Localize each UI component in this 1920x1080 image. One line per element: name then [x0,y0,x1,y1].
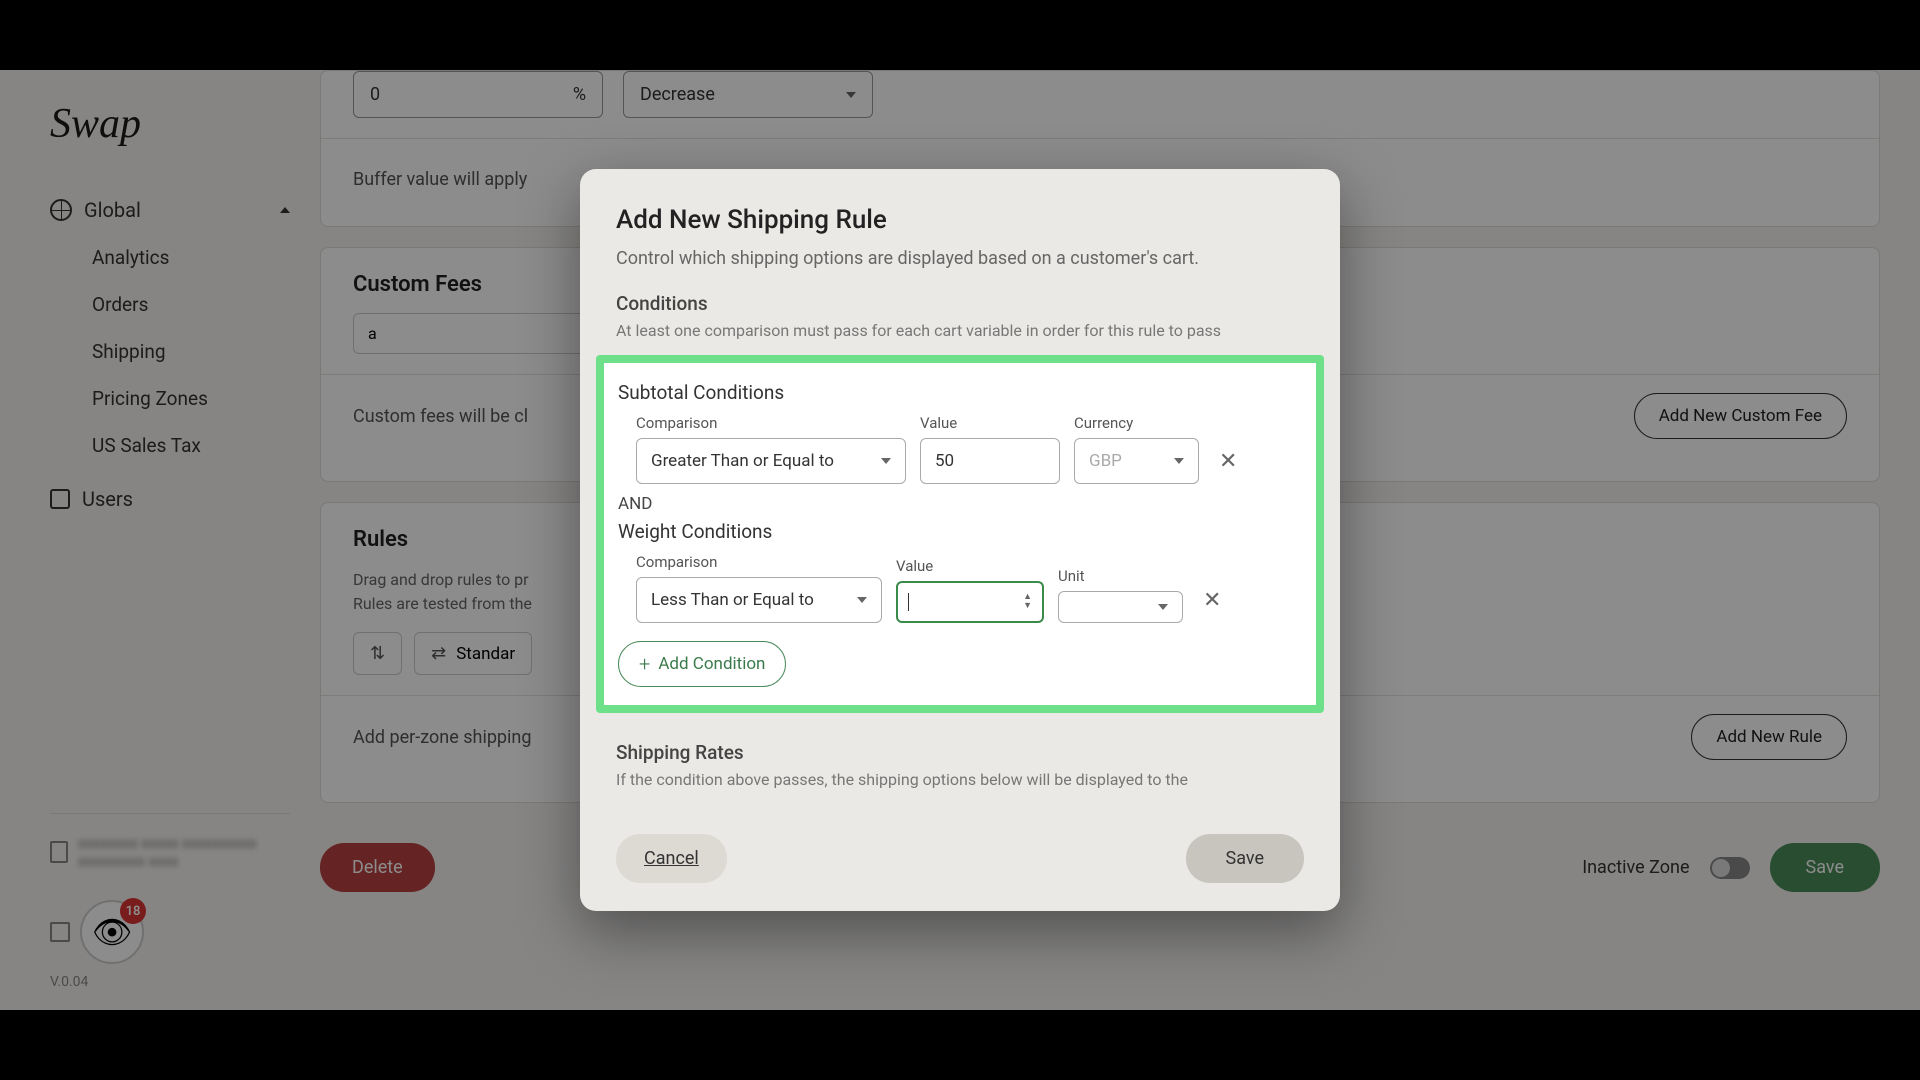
weight-unit-select[interactable] [1058,591,1183,623]
rates-title: Shipping Rates [616,741,1304,764]
unit-label: Unit [1058,567,1183,585]
chevron-down-icon [1158,604,1168,610]
subtotal-value-input[interactable] [920,438,1060,484]
comparison-label: Comparison [636,414,906,432]
value-label: Value [920,414,1060,432]
subtotal-title: Subtotal Conditions [618,381,1302,404]
remove-subtotal-condition[interactable]: ✕ [1213,449,1243,474]
subtotal-currency-value: GBP [1089,451,1122,471]
and-label: AND [618,494,1302,514]
subtotal-condition-row: Comparison Greater Than or Equal to Valu… [618,414,1302,484]
shipping-rule-modal: Add New Shipping Rule Control which ship… [580,169,1340,911]
weight-comparison-select[interactable]: Less Than or Equal to [636,577,882,623]
chevron-down-icon [881,458,891,464]
stepper-arrows[interactable]: ▲ ▼ [1023,593,1032,611]
currency-label: Currency [1074,414,1199,432]
weight-title: Weight Conditions [618,520,1302,543]
comparison-label-2: Comparison [636,553,882,571]
rates-help: If the condition above passes, the shipp… [616,768,1304,792]
stepper-down-icon[interactable]: ▼ [1023,602,1032,611]
chevron-down-icon [857,597,867,603]
subtotal-comparison-select[interactable]: Greater Than or Equal to [636,438,906,484]
modal-overlay: Add New Shipping Rule Control which ship… [0,0,1920,1080]
conditions-label: Conditions [616,292,1304,315]
value-label-2: Value [896,557,1044,575]
weight-comparison-value: Less Than or Equal to [651,590,814,610]
modal-cancel-button[interactable]: Cancel [616,834,727,883]
chevron-down-icon [1174,458,1184,464]
weight-value-cursor [908,593,910,611]
weight-condition-row: Comparison Less Than or Equal to Value ▲ [618,553,1302,623]
modal-footer: Cancel Save [580,814,1340,911]
modal-subtitle: Control which shipping options are displ… [616,245,1304,272]
conditions-help: At least one comparison must pass for ea… [616,319,1304,343]
subtotal-comparison-value: Greater Than or Equal to [651,451,834,471]
modal-title: Add New Shipping Rule [616,205,1304,235]
plus-icon: + [639,652,650,676]
conditions-highlight: Subtotal Conditions Comparison Greater T… [596,355,1324,713]
add-condition-label: Add Condition [658,654,765,674]
add-condition-button[interactable]: + Add Condition [618,641,786,687]
weight-value-input[interactable]: ▲ ▼ [896,581,1044,623]
subtotal-currency-select[interactable]: GBP [1074,438,1199,484]
remove-weight-condition[interactable]: ✕ [1197,588,1227,613]
modal-save-button[interactable]: Save [1186,834,1305,883]
